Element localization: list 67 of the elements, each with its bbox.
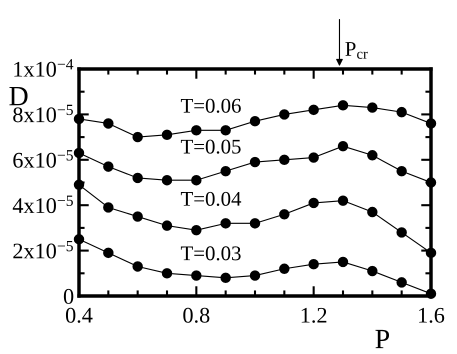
point <box>132 132 143 142</box>
point <box>220 272 231 284</box>
point <box>367 266 378 276</box>
legend-label: T=0.06 <box>180 98 241 113</box>
point <box>191 175 202 186</box>
point <box>132 211 143 222</box>
point <box>250 116 260 126</box>
point <box>396 227 407 238</box>
point <box>220 218 231 229</box>
point <box>191 270 202 281</box>
x-axis-title: P <box>375 330 390 348</box>
point <box>132 172 143 184</box>
point <box>279 154 290 166</box>
point <box>250 218 260 229</box>
point <box>279 109 290 120</box>
point <box>162 220 172 231</box>
y-tick-label: 8x10$^{−5}$ <box>13 104 73 122</box>
point <box>250 156 260 168</box>
point <box>279 264 290 274</box>
point <box>308 152 319 163</box>
x-tick-label: 0.4 <box>66 308 93 323</box>
point <box>103 202 114 213</box>
series-label: T=0.05 <box>180 140 241 154</box>
point <box>426 288 436 299</box>
point <box>162 268 172 279</box>
y-tick-label: 6x10$^{−5}$ <box>13 150 73 168</box>
point <box>132 261 143 272</box>
point <box>367 102 378 113</box>
point <box>396 166 407 176</box>
point <box>308 104 319 116</box>
text: P$_{cr}$ <box>345 42 368 59</box>
series-label: T=0.03 <box>180 246 241 260</box>
point <box>103 161 114 172</box>
y-tick-label: 4x10$^{−5}$ <box>12 196 73 214</box>
x-tick-label: 0.8 <box>183 308 210 323</box>
point <box>220 166 231 176</box>
point <box>367 150 378 160</box>
y-tick-label: 0 <box>64 288 74 304</box>
point <box>103 118 114 129</box>
point <box>74 234 84 244</box>
point <box>162 130 172 140</box>
point <box>191 125 202 136</box>
point <box>220 125 231 136</box>
point <box>74 148 84 158</box>
point <box>396 106 407 118</box>
y-tick-label: 2x10$^{−5}$ <box>13 240 73 259</box>
y-axis-title: D <box>9 87 28 106</box>
x-tick-label: 1.2 <box>302 308 326 323</box>
point <box>103 248 114 258</box>
point <box>426 118 436 129</box>
point <box>191 224 202 236</box>
point <box>279 209 290 220</box>
point <box>338 195 348 206</box>
y-tick-label: 1x10$^{−4}$ <box>14 59 74 77</box>
point <box>74 114 84 124</box>
x-tick-label: 1.6 <box>419 308 444 323</box>
point <box>338 256 348 268</box>
point <box>396 277 407 288</box>
point <box>338 140 348 152</box>
point <box>426 248 436 258</box>
point <box>162 175 172 186</box>
series-label: T=0.04 <box>180 192 242 206</box>
point <box>308 259 319 270</box>
point <box>367 206 378 218</box>
point <box>250 270 260 281</box>
point <box>338 100 348 111</box>
point <box>308 198 319 208</box>
